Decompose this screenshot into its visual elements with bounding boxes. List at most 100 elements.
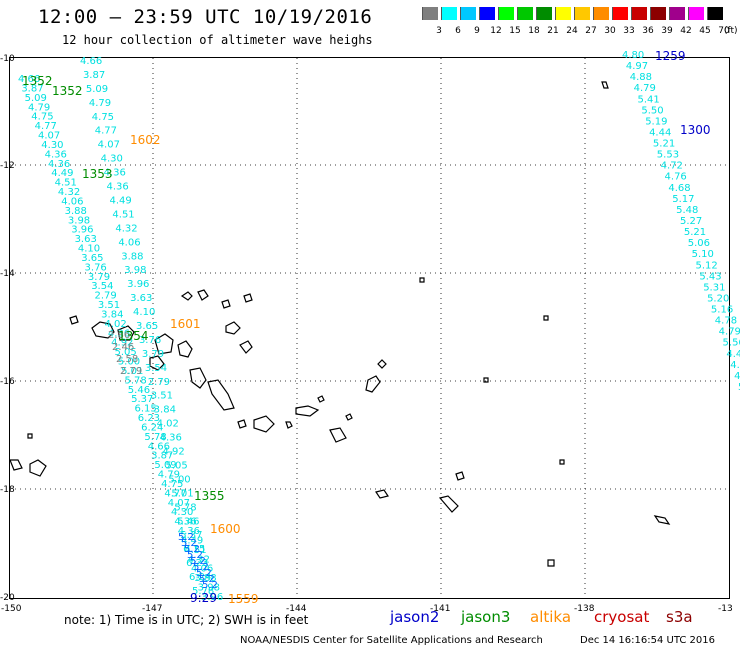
legend-swatch xyxy=(707,7,723,20)
island-outline xyxy=(243,293,253,303)
swh-label: 4.66 xyxy=(148,441,170,452)
satellite-legend-item: cryosat xyxy=(594,608,650,626)
swh-label: 5.37 xyxy=(131,394,153,405)
swh-label: 4.6 xyxy=(730,360,740,371)
legend-swatch xyxy=(422,7,438,20)
swh-label: 4.79 xyxy=(89,98,111,109)
swh-label: 4.10 xyxy=(133,307,155,318)
jason3-time-label: 1352 xyxy=(52,84,83,98)
swh-label: 4.36 xyxy=(48,159,70,170)
swh-label: 4.51 xyxy=(112,209,134,220)
swh-label: 4.36 xyxy=(178,526,200,537)
y-tick-label: -20 xyxy=(0,593,15,603)
altimeter-track-east: 4.804.974.884.795.415.505.194.445.215.53… xyxy=(622,50,740,393)
swh-label: 4.49 xyxy=(181,535,203,546)
swh-label: 4.79 xyxy=(158,470,180,481)
swh-label: 5.50 xyxy=(641,105,663,116)
y-tick-label: -10 xyxy=(0,54,15,64)
swh-label: 4.07 xyxy=(98,140,120,151)
swh-label: 4.07 xyxy=(38,131,60,142)
x-tick-label: -141 xyxy=(430,604,450,614)
swh-label: 5 xyxy=(738,382,740,393)
islands xyxy=(9,81,671,567)
swh-label-high: 5.2 xyxy=(184,544,200,555)
swh-label: 2.79 xyxy=(148,377,170,388)
swh-label: 4.41 xyxy=(726,349,740,360)
island-outline xyxy=(69,315,79,325)
island-outline xyxy=(177,340,193,358)
swh-label: 4.30 xyxy=(41,140,63,151)
swh-label: 5.12 xyxy=(695,260,717,271)
swh-label: 3.51 xyxy=(98,300,120,311)
island-outline xyxy=(149,355,165,371)
island-outline xyxy=(285,421,293,429)
swh-label: 5.05 xyxy=(114,347,136,358)
swh-label: 5.78 xyxy=(124,375,146,386)
swh-label: 4.97 xyxy=(626,61,648,72)
legend-label: 33 xyxy=(623,26,635,36)
legend-label: 18 xyxy=(528,26,540,36)
legend-swatch xyxy=(555,7,571,20)
swh-label: 5.21 xyxy=(684,227,706,238)
swh-label: 3.98 xyxy=(198,583,220,594)
island-outline xyxy=(180,291,193,301)
swh-label: 3.51 xyxy=(151,391,173,402)
map-title: 12:00 — 23:59 UTC 10/19/2016 xyxy=(38,6,373,28)
swh-label: 4.75 xyxy=(161,479,183,490)
altika-time-label: 1559 xyxy=(228,592,259,606)
swh-label: 4.32 xyxy=(58,187,80,198)
legend-label: 70 xyxy=(718,26,730,36)
swh-label: 3.88 xyxy=(194,573,216,584)
footer-timestamp: Dec 14 16:16:54 UTC 2016 xyxy=(580,635,715,646)
island-outline xyxy=(419,277,425,283)
swh-label-low: 2.86 xyxy=(108,330,130,341)
swh-label: 5.48 xyxy=(676,205,698,216)
swh-label: 4.02 xyxy=(105,319,127,330)
island-outline xyxy=(207,379,235,411)
island-outline xyxy=(543,315,549,321)
swh-label: 4.02 xyxy=(157,419,179,430)
swh-label-low: 2.79 xyxy=(120,366,142,377)
map-frame xyxy=(9,57,730,599)
legend-label: 27 xyxy=(585,26,597,36)
swh-label: 5.09 xyxy=(154,460,176,471)
island-outline xyxy=(197,289,209,301)
y-tick-label: -16 xyxy=(0,377,15,387)
legend-swatch xyxy=(631,7,647,20)
swh-label: 5.09 xyxy=(25,93,47,104)
swh-label: 3.96 xyxy=(201,592,223,603)
island-outline xyxy=(189,367,207,389)
swh-label-high: 5.2 xyxy=(202,580,218,591)
swh-label: 5.21 xyxy=(653,139,675,150)
grid-lines xyxy=(10,58,729,598)
swh-label: 5.31 xyxy=(703,282,725,293)
swh-label: 3.87 xyxy=(83,70,105,81)
legend-label: 45 xyxy=(699,26,711,36)
swh-label: 3.76 xyxy=(139,335,161,346)
island-outline xyxy=(154,333,174,355)
x-tick-label: -13 xyxy=(718,604,733,614)
swh-label: 5.06 xyxy=(688,238,710,249)
swh-label: 6.23 xyxy=(186,558,208,569)
swh-label: 3.84 xyxy=(101,309,123,320)
legend-swatch xyxy=(479,7,495,20)
island-outline xyxy=(483,377,489,383)
legend-label: 12 xyxy=(490,26,502,36)
swh-label-low: 2.46 xyxy=(112,342,134,353)
swh-label: 2.79 xyxy=(95,291,117,302)
swh-label: 4.06 xyxy=(191,564,213,575)
swh-label: 5.00 xyxy=(168,474,190,485)
legend-label: 21 xyxy=(547,26,559,36)
swh-label: 3.96 xyxy=(71,225,93,236)
legend-swatch xyxy=(574,7,590,20)
island-outline xyxy=(221,299,231,309)
swh-label: 4.36 xyxy=(160,433,182,444)
swh-label: 6.24 xyxy=(141,422,163,433)
swh-label: 5.78 xyxy=(192,586,214,597)
swh-label: 6.24 xyxy=(189,572,211,583)
swh-label: 3.54 xyxy=(91,281,113,292)
swh-label: 3.98 xyxy=(68,215,90,226)
map-subtitle: 12 hour collection of altimeter wave hei… xyxy=(62,33,373,47)
island-outline xyxy=(365,375,381,393)
